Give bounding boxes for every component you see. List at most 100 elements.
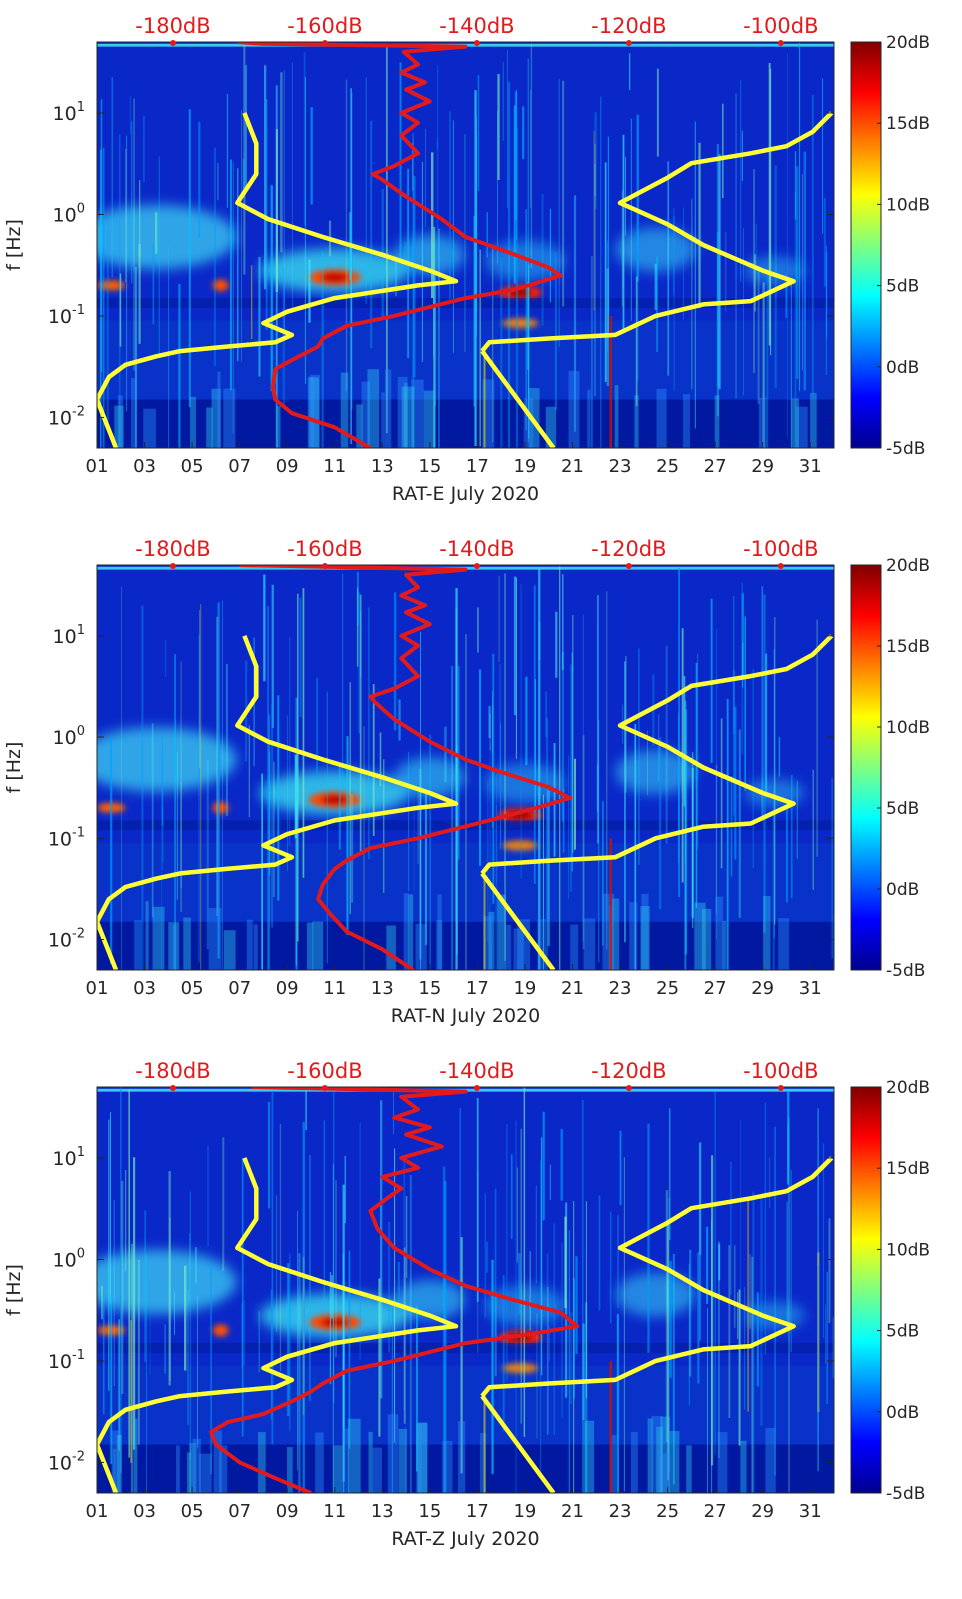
streak [264,65,267,290]
streak [597,626,599,758]
x-tick-label: 15 [418,456,441,477]
x-tick-label: 01 [86,1501,109,1522]
x-tick-label: 21 [561,456,584,477]
streak [496,774,497,883]
plot-frame [96,41,835,449]
streak [477,75,480,191]
streak [667,1223,669,1481]
streak [405,1195,406,1493]
streak [225,664,228,816]
streak [431,152,434,299]
low-block [361,381,370,448]
streak [155,212,158,254]
top-axis-tick [473,40,480,46]
low-block [189,1443,197,1493]
streak [356,587,359,667]
streak [717,232,720,387]
low-block [765,1428,776,1493]
streak [395,259,397,297]
colorbar-label: 20dB [886,33,930,53]
streak [637,230,639,382]
streak [270,1289,273,1420]
streak [403,1160,405,1411]
hotspot [502,1363,539,1374]
low-block [602,893,615,970]
streak [305,1089,307,1131]
streak [119,134,121,448]
streak [616,1314,619,1493]
streak [622,134,625,333]
low-block [583,1420,595,1493]
low-block [310,374,320,448]
streak [102,147,105,448]
colorbar-label: 15dB [886,637,930,657]
streak [542,1111,545,1221]
streak [516,89,518,240]
streak [625,156,626,236]
streak [540,1160,542,1472]
colorbar-label: 10dB [886,718,930,738]
streak [141,605,144,970]
streak [728,1245,731,1418]
streak [216,616,219,916]
x-tick-label: 25 [656,978,679,999]
streak [568,755,569,899]
low-block [715,896,724,970]
low-block [116,1435,122,1493]
streak [458,666,460,860]
streak [774,1126,776,1476]
streak [106,229,109,422]
streak [714,1091,716,1456]
streak [673,215,675,391]
streak [129,96,131,135]
streak [546,1253,549,1291]
streak [549,208,551,303]
streak [433,226,436,448]
streak [568,1230,570,1493]
streak [574,758,576,850]
low-block [722,921,727,970]
streak [279,1123,282,1372]
low-block [307,376,315,448]
low-block [418,1424,422,1493]
streak [164,1324,167,1374]
y-tick-label: 100 [53,201,85,226]
streak [444,726,447,783]
streak [333,1091,335,1404]
streak [214,147,216,366]
streak [168,1171,171,1386]
y-tick-label: 101 [53,623,85,648]
streak [832,1317,834,1379]
streak [487,783,489,943]
streak [393,1090,394,1135]
streak [656,68,659,157]
streak [310,107,313,205]
low-block [187,1452,192,1493]
hotspot [320,1317,349,1328]
x-tick-label: 11 [323,1501,346,1522]
streak [825,1304,826,1365]
streak [308,259,311,323]
top-axis-tick [777,563,784,569]
low-block [442,1441,453,1493]
streak [765,653,768,798]
low-block [246,919,253,970]
low-block [381,392,385,448]
y-tick-label: 10-1 [48,1348,85,1373]
x-tick-label: 21 [561,1501,584,1522]
low-block [629,902,638,970]
streak [335,1180,337,1358]
microseism-blobs [97,204,805,293]
streak [706,1226,709,1304]
low-block [114,405,124,448]
yellow-low-model-line [97,634,459,923]
x-tick-label: 25 [656,456,679,477]
low-block [172,924,177,970]
streak [268,1101,270,1209]
low-block [791,398,799,448]
streak [178,283,181,448]
low-block [332,1445,343,1493]
streak [756,1292,759,1387]
yellow-high-model-line [480,111,834,353]
streak [711,1155,714,1466]
